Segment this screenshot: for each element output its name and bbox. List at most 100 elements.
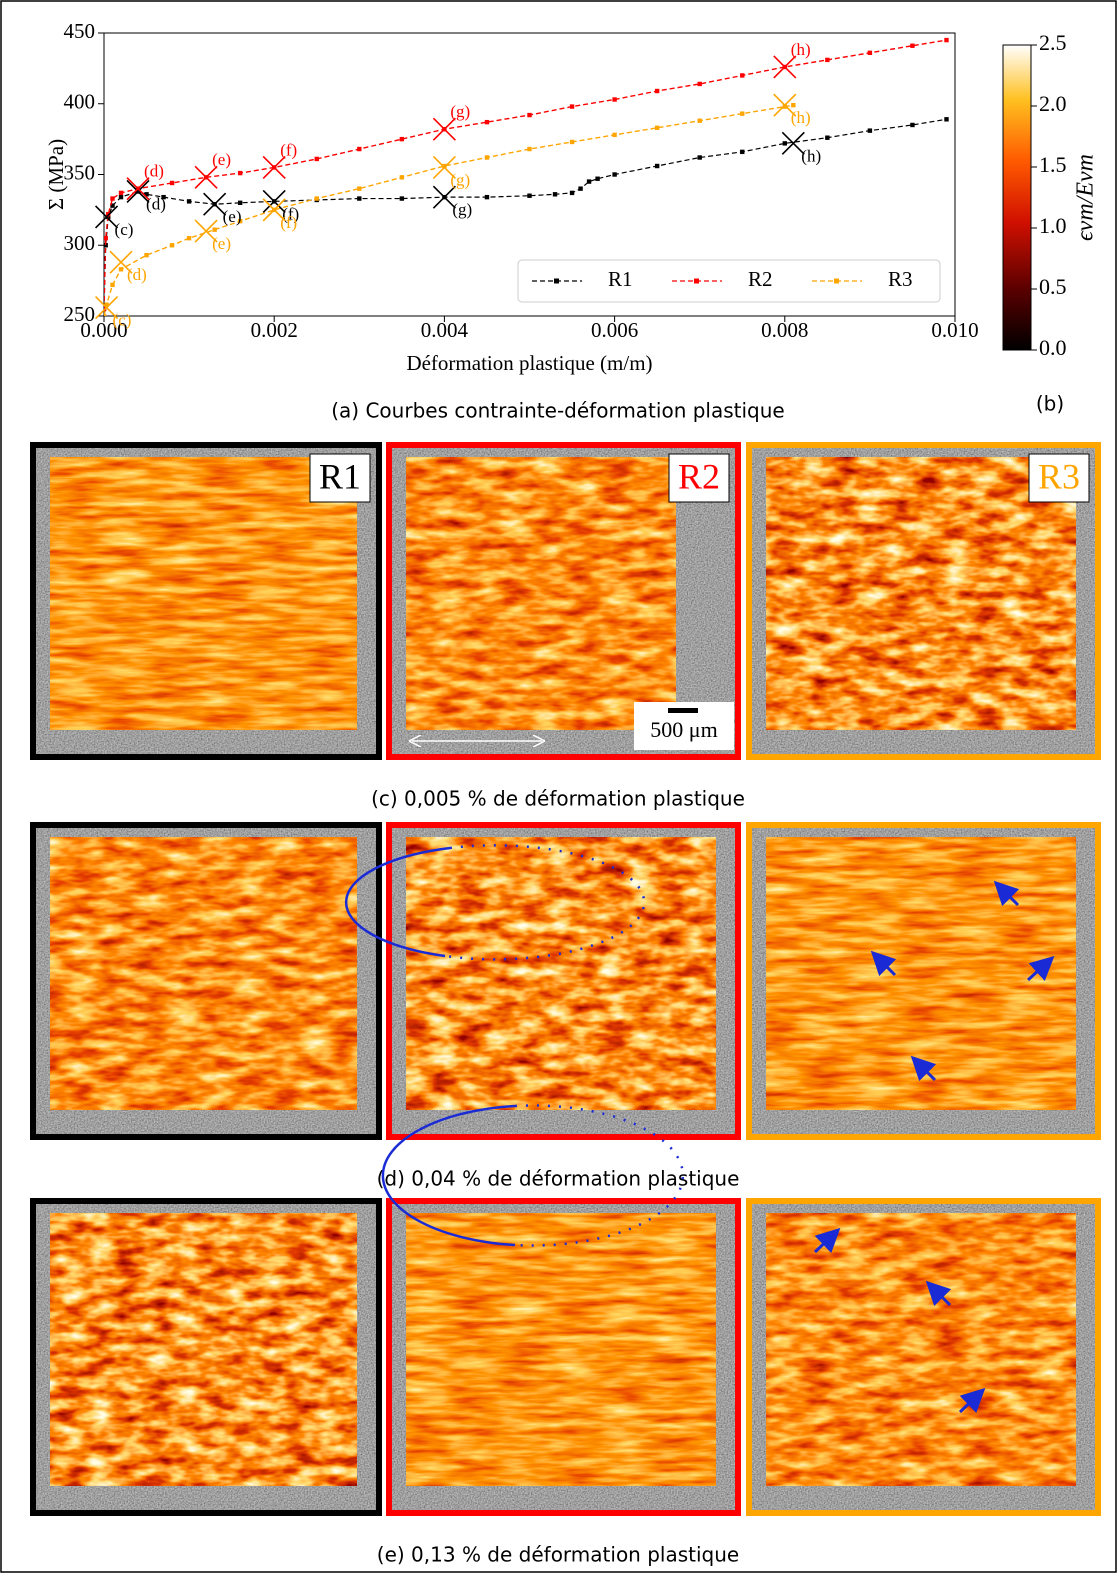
- series-marker: [697, 81, 702, 87]
- series-marker: [944, 117, 949, 122]
- x-axis-label: Déformation plastique (m/m): [406, 351, 652, 375]
- series-marker: [484, 119, 490, 125]
- panel-frame: [30, 822, 382, 1140]
- legend-box: [517, 259, 941, 303]
- scale-bar: [668, 708, 698, 713]
- series-marker: [399, 196, 405, 201]
- strain-map: [406, 837, 716, 1110]
- series-marker: [118, 267, 124, 272]
- panel-label: R1: [319, 456, 361, 496]
- series-marker: [237, 218, 243, 224]
- series-line: [104, 118, 947, 309]
- series-marker: [104, 243, 108, 248]
- series-marker: [314, 196, 319, 201]
- legend-label: R1: [608, 267, 633, 291]
- state-cross: [203, 192, 227, 216]
- state-label: (f): [280, 213, 297, 232]
- state-label: (g): [450, 102, 470, 121]
- series-marker: [782, 141, 787, 146]
- state-cross: [194, 165, 218, 189]
- scale-bar-label: 500 μm: [650, 717, 717, 742]
- state-cross: [781, 131, 805, 155]
- series-marker: [357, 146, 362, 152]
- series-marker: [740, 149, 745, 155]
- state-cross: [262, 189, 286, 213]
- state-label: (g): [452, 200, 472, 219]
- series-marker: [578, 186, 583, 191]
- series-marker: [867, 128, 873, 133]
- series-marker: [697, 118, 702, 123]
- series-marker: [161, 194, 166, 200]
- state-label: (h): [801, 146, 821, 165]
- legend-marker: [554, 278, 559, 284]
- series-marker: [104, 302, 109, 307]
- panel-frame: [386, 822, 741, 1140]
- panel-frame: [30, 442, 382, 760]
- series-marker: [791, 102, 796, 108]
- y-axis-label: Σ (MPa): [44, 139, 68, 210]
- state-cross: [773, 93, 797, 117]
- y-tick-label: 300: [64, 231, 96, 255]
- colorbar-tick-label: 0.0: [1039, 335, 1067, 360]
- series-marker: [782, 104, 787, 109]
- state-label: (f): [280, 140, 297, 159]
- state-cross: [432, 155, 456, 179]
- strain-map: [406, 457, 676, 730]
- series-marker: [697, 155, 702, 160]
- series-marker: [654, 125, 660, 131]
- series-marker: [612, 97, 617, 102]
- state-label: (d): [127, 265, 147, 284]
- series-marker: [569, 139, 575, 145]
- series-marker: [144, 252, 149, 258]
- x-tick-label: 0.006: [591, 318, 638, 342]
- series-marker: [740, 73, 745, 78]
- colorbar: [1002, 44, 1032, 351]
- panel-label: R3: [1038, 456, 1080, 496]
- strain-map: [50, 1213, 357, 1486]
- state-label: (e): [212, 234, 231, 253]
- state-cross: [432, 117, 456, 141]
- caption: (c) 0,005 % de déformation plastique: [371, 787, 745, 811]
- state-label: (e): [212, 150, 231, 169]
- strain-map: [766, 457, 1076, 730]
- series-marker: [569, 104, 575, 109]
- series-line: [104, 39, 947, 309]
- series-marker: [612, 172, 617, 177]
- series-marker: [825, 135, 830, 140]
- series-marker: [110, 203, 115, 208]
- state-cross: [126, 179, 150, 204]
- panel-frame: [386, 442, 741, 760]
- slip-arrow: [910, 1055, 937, 1082]
- series-marker: [237, 170, 243, 176]
- series-marker: [825, 57, 830, 63]
- legend-label: R2: [748, 267, 773, 291]
- state-cross: [109, 250, 133, 274]
- state-cross: [126, 177, 150, 201]
- series-marker: [442, 163, 447, 169]
- series-marker: [654, 88, 660, 94]
- x-tick-label: 0.008: [761, 318, 808, 342]
- series-marker: [110, 196, 115, 201]
- colorbar-tick-label: 0.5: [1039, 274, 1067, 299]
- strain-map: [406, 1213, 716, 1486]
- state-cross: [262, 155, 286, 179]
- state-label: (f): [282, 204, 299, 223]
- band-outline: [381, 1104, 516, 1247]
- series-marker: [910, 43, 915, 48]
- legend-marker: [694, 278, 699, 284]
- series-marker: [569, 190, 575, 196]
- state-cross: [773, 55, 797, 79]
- series-marker: [586, 179, 592, 184]
- slip-arrow: [1026, 955, 1055, 982]
- series-marker: [910, 122, 915, 128]
- series-marker: [527, 193, 532, 198]
- state-label: (c): [113, 310, 132, 329]
- legend-marker: [834, 278, 839, 284]
- state-label: (h): [791, 108, 811, 127]
- series-marker: [169, 180, 175, 186]
- series-marker: [399, 136, 405, 142]
- state-label: (h): [791, 40, 811, 59]
- series-marker: [595, 176, 600, 181]
